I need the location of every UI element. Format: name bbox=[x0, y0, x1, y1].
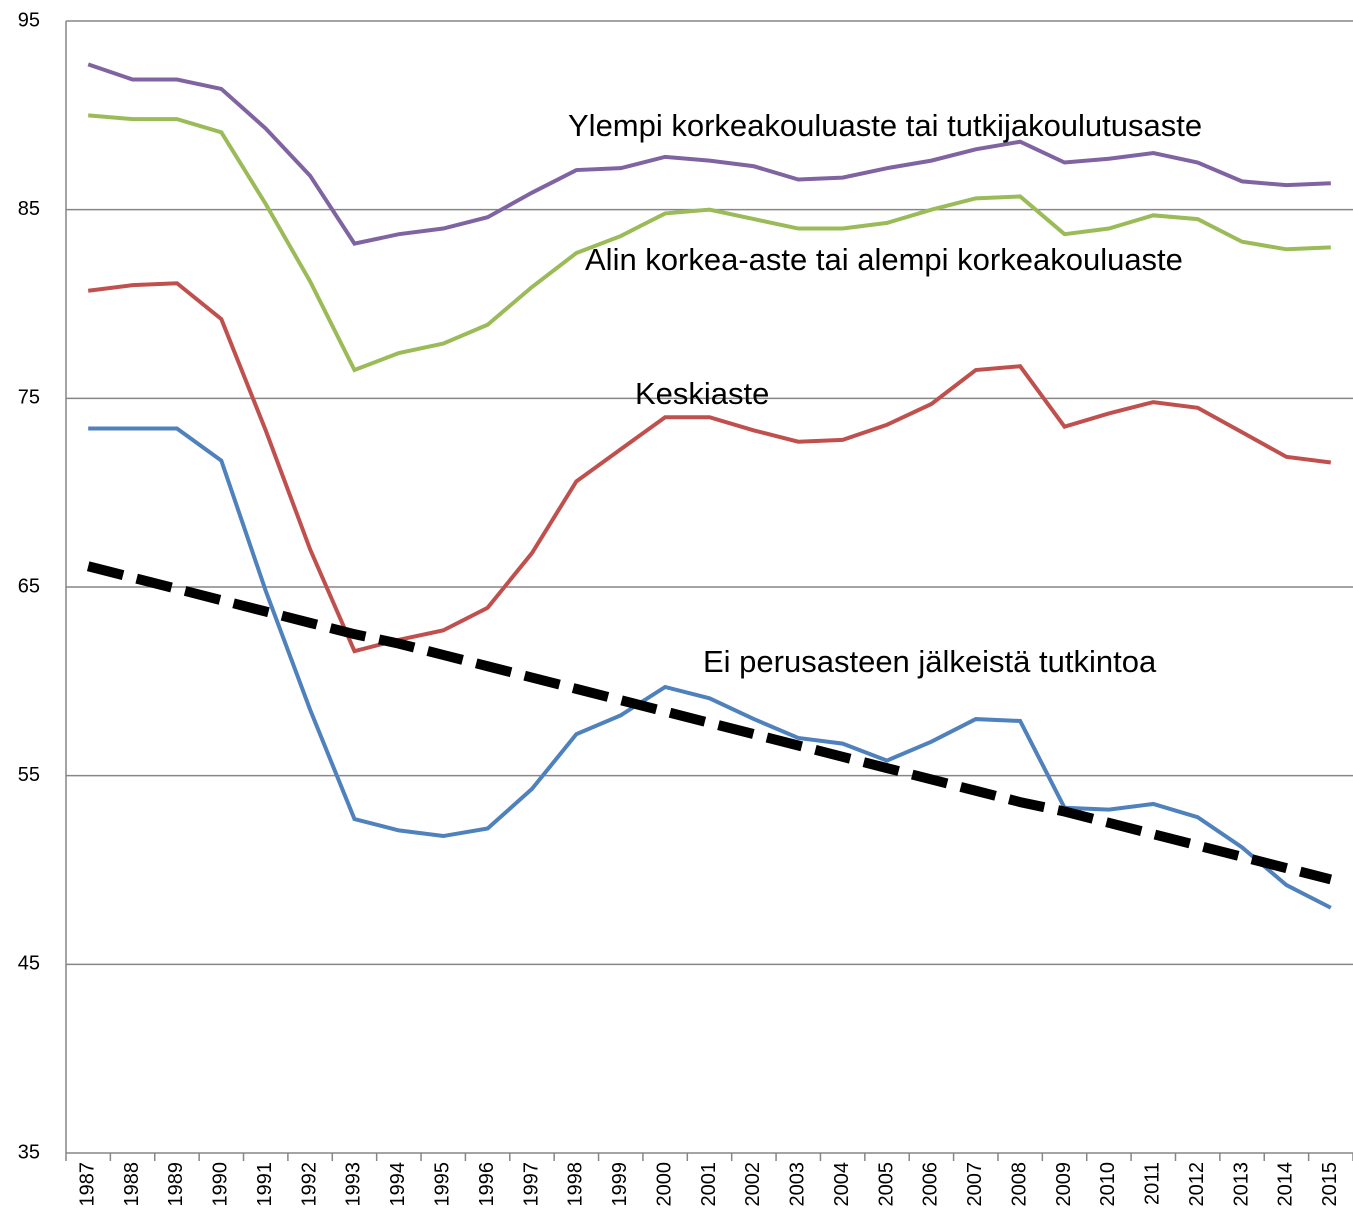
annotation: Ylempi korkeakouluaste tai tutkijakoulut… bbox=[568, 108, 1202, 143]
x-tick-label: 2014 bbox=[1275, 1162, 1297, 1207]
x-tick-label: 1990 bbox=[210, 1162, 232, 1207]
series-line bbox=[87, 62, 1331, 246]
y-tick-label: 35 bbox=[18, 1141, 40, 1163]
x-tick-label: 2006 bbox=[920, 1162, 942, 1207]
y-tick-label: 75 bbox=[18, 387, 40, 409]
series-line bbox=[87, 281, 1332, 654]
x-tick-label: 1987 bbox=[76, 1162, 98, 1207]
annotation: Ei perusasteen jälkeistä tutkintoa bbox=[703, 644, 1157, 679]
y-tick-label: 55 bbox=[18, 764, 40, 786]
x-tick-label: 2013 bbox=[1230, 1162, 1252, 1207]
y-tick-label: 95 bbox=[18, 9, 40, 31]
x-tick-label: 1988 bbox=[121, 1162, 143, 1207]
x-tick-label: 2003 bbox=[787, 1162, 809, 1207]
x-tick-label: 1993 bbox=[343, 1162, 365, 1207]
x-tick-label: 2009 bbox=[1053, 1162, 1075, 1207]
x-tick-label: 2012 bbox=[1186, 1162, 1208, 1207]
x-tick-label: 2011 bbox=[1142, 1162, 1164, 1205]
x-tick-label: 2010 bbox=[1097, 1162, 1119, 1207]
y-tick-label: 65 bbox=[18, 575, 40, 597]
x-tick-label: 2002 bbox=[742, 1162, 764, 1207]
x-tick-label: 1998 bbox=[565, 1162, 587, 1207]
y-tick-label: 45 bbox=[18, 953, 40, 975]
x-tick-label: 2008 bbox=[1008, 1162, 1030, 1207]
series-line bbox=[88, 426, 1332, 910]
x-tick-label: 1995 bbox=[432, 1162, 454, 1207]
x-tick-label: 2015 bbox=[1319, 1162, 1341, 1207]
x-tick-label: 1992 bbox=[298, 1162, 320, 1207]
x-tick-label: 2004 bbox=[831, 1162, 853, 1207]
annotation: Keskiaste bbox=[635, 376, 769, 411]
x-tick-label: 1999 bbox=[609, 1162, 631, 1207]
x-tick-label: 1996 bbox=[476, 1162, 498, 1207]
annotation: Alin korkea-aste tai alempi korkeakoulua… bbox=[585, 242, 1183, 277]
y-tick-label: 85 bbox=[18, 198, 40, 220]
series-line bbox=[88, 113, 1331, 373]
x-tick-label: 2005 bbox=[875, 1162, 897, 1207]
x-tick-label: 2007 bbox=[964, 1162, 986, 1207]
x-tick-label: 1989 bbox=[165, 1162, 187, 1207]
trend-line bbox=[86, 561, 1333, 885]
x-tick-label: 1997 bbox=[520, 1162, 542, 1207]
x-tick-label: 2001 bbox=[698, 1162, 720, 1207]
x-tick-label: 1994 bbox=[387, 1162, 409, 1207]
x-tick-label: 2000 bbox=[653, 1162, 675, 1207]
x-tick-label: 1991 bbox=[254, 1162, 276, 1207]
